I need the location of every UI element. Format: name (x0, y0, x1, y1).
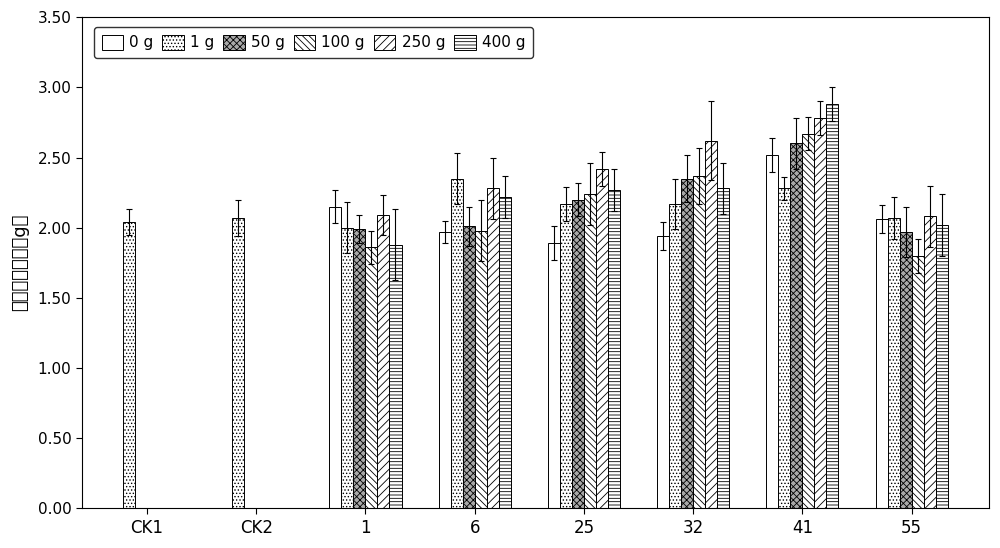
Bar (608, 190, 620, 509)
Bar (705, 141, 717, 509)
Bar (596, 169, 608, 509)
Bar (123, 222, 135, 509)
Bar (584, 194, 596, 509)
Bar (693, 176, 705, 509)
Bar (463, 226, 475, 509)
Bar (778, 189, 790, 509)
Bar (814, 118, 826, 509)
Bar (766, 155, 778, 509)
Bar (377, 215, 389, 509)
Legend: 0 g, 1 g, 50 g, 100 g, 250 g, 400 g: 0 g, 1 g, 50 g, 100 g, 250 g, 400 g (94, 27, 533, 58)
Bar (924, 216, 936, 509)
Y-axis label: 地上部分干重（g）: 地上部分干重（g） (11, 214, 29, 311)
Bar (826, 104, 838, 509)
Bar (717, 189, 729, 509)
Bar (657, 236, 669, 509)
Bar (876, 219, 888, 509)
Bar (451, 179, 463, 509)
Bar (790, 144, 802, 509)
Bar (341, 228, 353, 509)
Bar (365, 247, 377, 509)
Bar (439, 232, 451, 509)
Bar (475, 231, 487, 509)
Bar (572, 199, 584, 509)
Bar (353, 229, 365, 509)
Bar (900, 232, 912, 509)
Bar (329, 207, 341, 509)
Bar (548, 243, 560, 509)
Bar (802, 134, 814, 509)
Bar (389, 244, 402, 509)
Bar (499, 197, 511, 509)
Bar (487, 189, 499, 509)
Bar (669, 204, 681, 509)
Bar (936, 225, 948, 509)
Bar (560, 204, 572, 509)
Bar (888, 218, 900, 509)
Bar (232, 218, 244, 509)
Bar (912, 256, 924, 509)
Bar (681, 179, 693, 509)
